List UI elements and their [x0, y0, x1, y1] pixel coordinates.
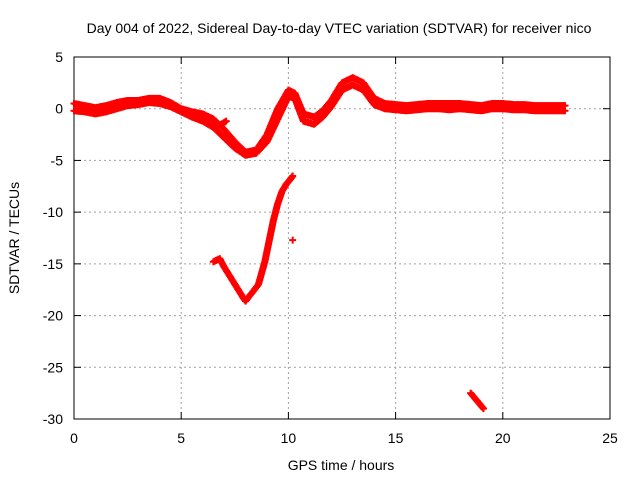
- y-tick-label: 0: [55, 101, 63, 117]
- data-point: [480, 405, 488, 413]
- plot-frame: [73, 56, 611, 420]
- series-isolated-point: [289, 236, 297, 244]
- data-points: [70, 74, 569, 413]
- chart-title: Day 004 of 2022, Sidereal Day-to-day VTE…: [87, 20, 592, 36]
- y-tick-label: -30: [43, 411, 63, 427]
- series-late-segment: [467, 389, 488, 413]
- y-tick-label: -20: [43, 308, 63, 324]
- y-tick-label: -5: [51, 152, 64, 168]
- series-small-loop: [194, 113, 230, 129]
- x-tick-label: 25: [602, 430, 618, 446]
- data-point: [222, 117, 230, 125]
- series-deep-dip: [209, 172, 297, 305]
- y-tick-label: -10: [43, 204, 63, 220]
- x-tick-label: 20: [495, 430, 511, 446]
- y-tick-label: 5: [55, 49, 63, 65]
- y-axis-label: SDTVAR / TECUs: [6, 182, 22, 294]
- y-tick-label: -15: [43, 256, 63, 272]
- x-tick-label: 15: [388, 430, 404, 446]
- x-tick-label: 0: [70, 430, 78, 446]
- x-tick-label: 5: [177, 430, 185, 446]
- x-tick-label: 10: [281, 430, 297, 446]
- y-tick-label: -25: [43, 359, 63, 375]
- x-axis-label: GPS time / hours: [288, 457, 395, 473]
- data-point: [289, 236, 297, 244]
- axis-ticks: 0 5 10 15 20 25 5 0 -5 -10 -15 -20 -25 -30: [43, 49, 618, 446]
- data-point: [289, 172, 297, 180]
- series-main-track-upper: [70, 74, 569, 156]
- series-main-track-lower: [70, 81, 569, 159]
- data-point: [561, 107, 569, 115]
